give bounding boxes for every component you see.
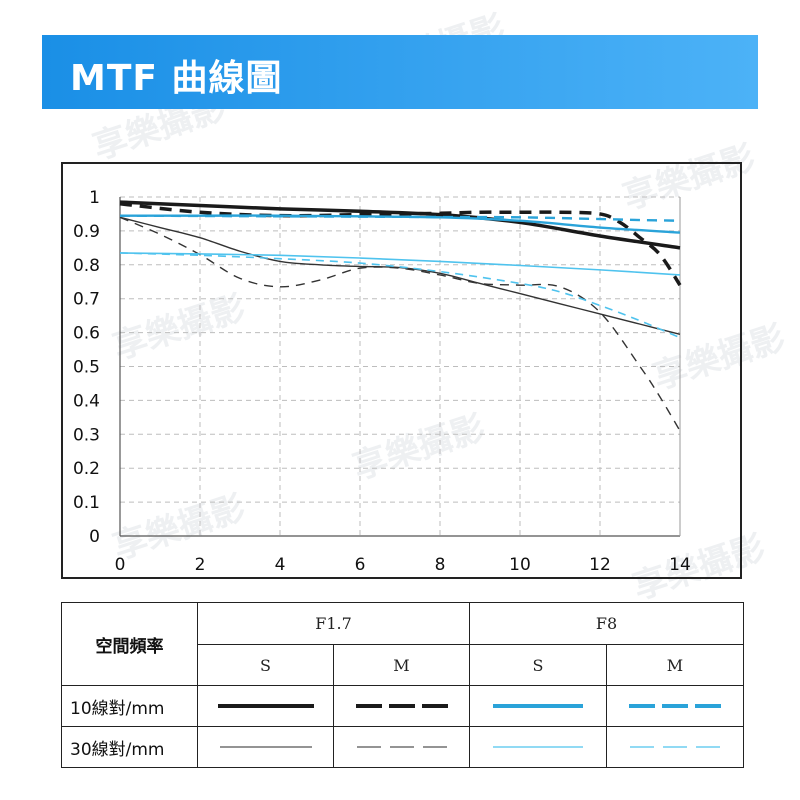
legend-sample-f8-30-m — [606, 726, 744, 768]
y-tick-label: 0.1 — [73, 493, 100, 513]
page-title: MTF 曲線圖 — [70, 58, 283, 99]
grid — [120, 196, 681, 536]
legend-group-f17: F1.7 — [197, 602, 470, 645]
x-tick-label: 4 — [275, 555, 286, 575]
x-tick-label: 0 — [115, 555, 126, 575]
x-tick-label: 2 — [195, 555, 206, 575]
legend-f17-s: S — [197, 644, 334, 686]
legend-f8-m: M — [606, 644, 744, 686]
tick-labels: 00.10.20.30.40.50.60.70.80.910 2 4 6 8 10 12 14 — [73, 188, 691, 575]
series-lines — [119, 200, 682, 432]
y-tick-label: 0.5 — [73, 358, 100, 378]
legend-sample-f17-30-s — [197, 726, 334, 768]
series-line-f8_30_s — [119, 252, 681, 276]
x-tick-label: 12 — [589, 555, 611, 575]
legend-group-f8: F8 — [469, 602, 744, 645]
y-tick-label: 0 — [89, 527, 100, 547]
legend-sample-f8-30-s — [469, 726, 607, 768]
x-tick-label: 8 — [435, 555, 446, 575]
legend-sample-f17-30-m — [333, 726, 470, 768]
legend-row-10lp: 10線對/mm — [61, 685, 198, 727]
y-tick-label: 0.2 — [73, 459, 100, 479]
x-tick-label: 14 — [669, 555, 691, 575]
x-tick-label: 6 — [355, 555, 366, 575]
y-tick-label: 1 — [89, 188, 100, 208]
legend-f17-m: M — [333, 644, 470, 686]
y-tick-label: 0.4 — [73, 391, 100, 411]
legend-sample-f8-10-m — [606, 685, 744, 727]
legend-sample-f17-10-m — [333, 685, 470, 727]
legend-f8-s: S — [469, 644, 607, 686]
series-line-f8_10_s — [119, 214, 681, 234]
y-tick-label: 0.9 — [73, 222, 100, 242]
legend-table: 空間頻率 F1.7 F8 S M S M 10線對/mm 30線對/mm — [61, 602, 744, 768]
legend-sample-f8-10-s — [469, 685, 607, 727]
legend-row-30lp: 30線對/mm — [61, 726, 198, 768]
x-tick-label: 10 — [509, 555, 531, 575]
chart-frame — [61, 162, 742, 579]
y-tick-label: 0.8 — [73, 256, 100, 276]
y-tick-label: 0.7 — [73, 290, 100, 310]
series-line-f17_30_m — [119, 216, 681, 432]
series-line-f17_10_s — [119, 200, 681, 250]
y-tick-label: 0.6 — [73, 324, 100, 344]
y-tick-label: 0.3 — [73, 425, 100, 445]
series-line-f8_30_m — [119, 252, 681, 339]
legend-sample-f17-10-s — [197, 685, 334, 727]
title-banner: MTF 曲線圖 — [42, 35, 758, 109]
spatial-frequency-header: 空間頻率 — [61, 602, 198, 686]
mtf-chart: 00.10.20.30.40.50.60.70.80.910 2 4 6 8 10 12 14 — [73, 188, 691, 575]
